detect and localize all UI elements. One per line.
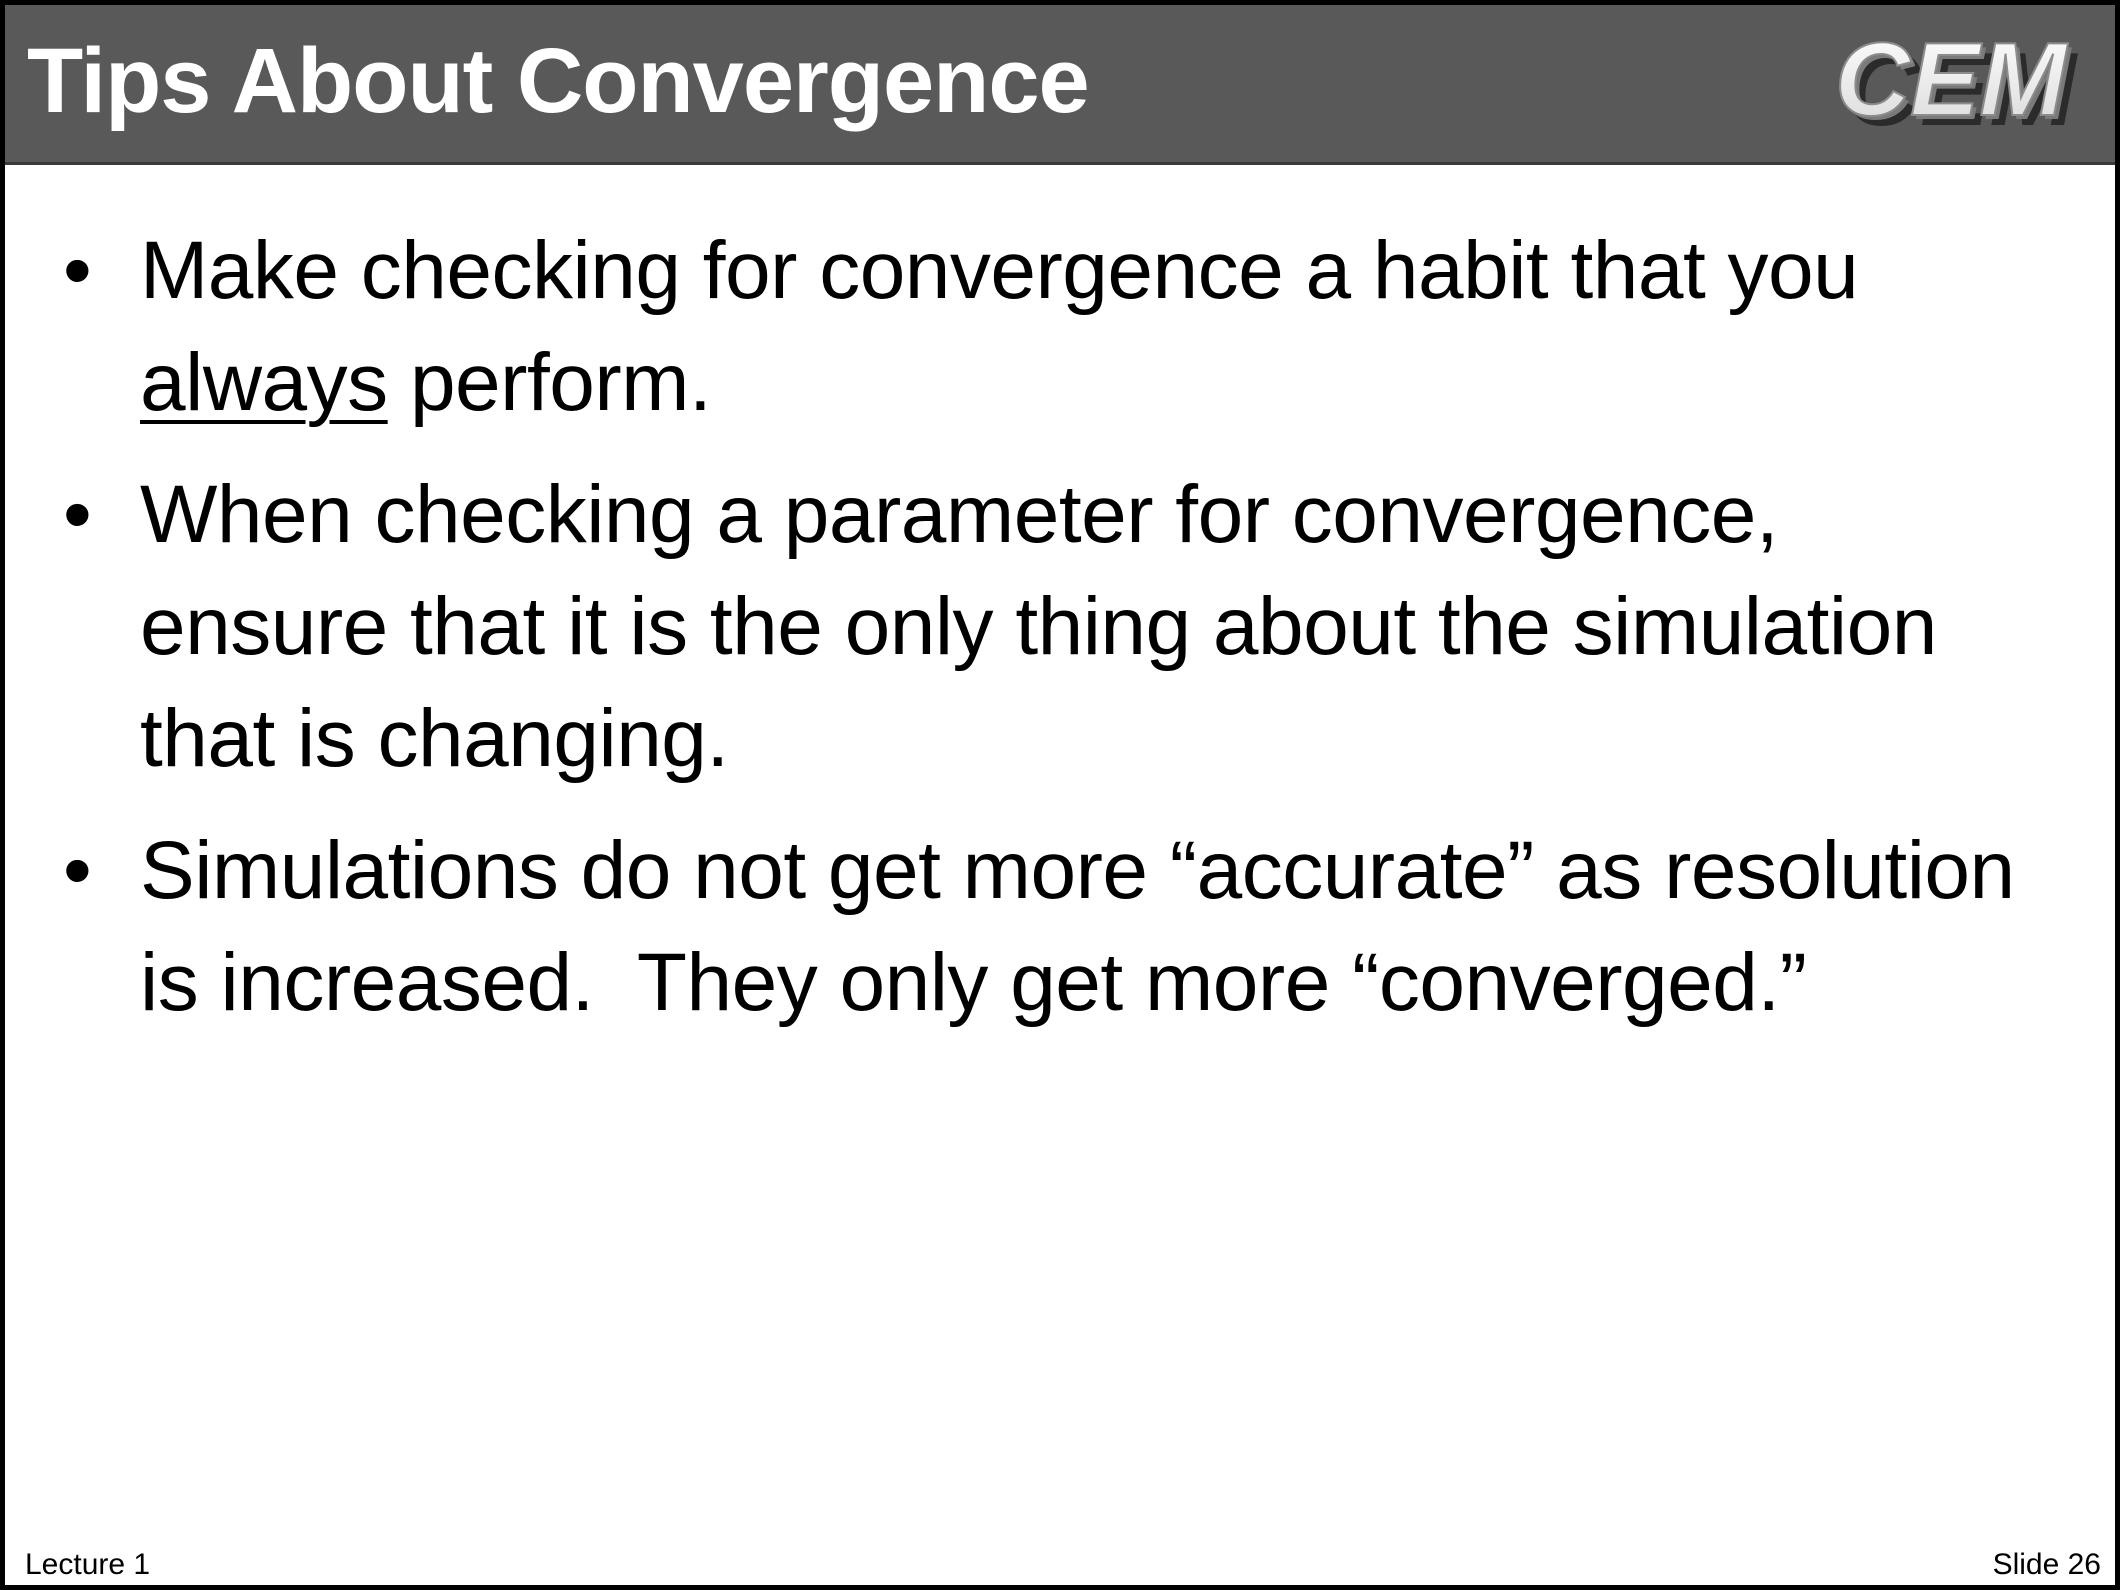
bullet-icon: • [63,225,92,316]
title-bar: Tips About Convergence CEM CEM CEM [5,5,2115,165]
logo-depth: CEM [1839,26,2072,142]
footer-lecture-label: Lecture 1 [25,1548,151,1581]
cem-logo: CEM CEM CEM [1834,25,2078,143]
logo-shadow: CEM [1845,32,2078,143]
footer-slide-number: Slide 26 [1992,1548,2101,1581]
bullet-icon: • [63,825,92,916]
bullet-text: Simulations do not get more “accurate” a… [140,825,2037,1028]
bullet-icon: • [63,469,92,560]
bullet-list: • Make checking for convergence a habit … [5,215,2045,1059]
bullet-item-accuracy: • Simulations do not get more “accurate”… [5,815,2045,1039]
bullet-text-part: Make checking for convergence a habit th… [140,225,1859,316]
emphasized-word: always [140,337,388,428]
bullet-text-part: perform. [387,337,712,428]
slide-title: Tips About Convergence [27,30,1090,132]
bullet-item-parameter: • When checking a parameter for converge… [5,459,2045,795]
bullet-item-habit: • Make checking for convergence a habit … [5,215,2045,439]
logo-face: CEM [1835,25,2068,138]
bullet-text: When checking a parameter for convergenc… [140,469,1937,784]
